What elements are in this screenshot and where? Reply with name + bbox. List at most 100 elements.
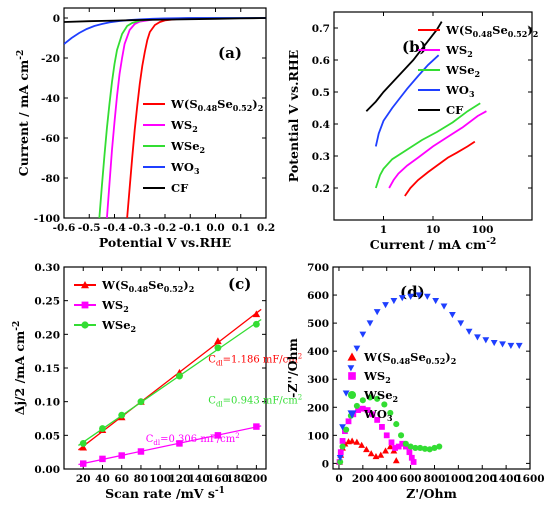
x-tick-label: 1600 bbox=[515, 473, 544, 485]
wse2-line bbox=[78, 318, 262, 446]
wse2-point bbox=[393, 421, 400, 428]
ws2-legend-label: WS2 bbox=[170, 118, 198, 134]
wse2-point bbox=[359, 397, 366, 404]
ws2-legend-marker bbox=[348, 372, 356, 380]
cf-line bbox=[365, 21, 443, 112]
w-s0-48se0-52-2-legend-marker bbox=[347, 352, 357, 361]
panel-b: 1 10 100 0.2 0.3 0.4 0.5 0.6 0.7 Current / mA cm-… bbox=[286, 11, 538, 252]
wse2-point bbox=[436, 443, 443, 450]
y-tick-label: -80 bbox=[41, 173, 60, 185]
w-s0-48se0-52-2-point bbox=[367, 450, 375, 457]
y-tick-label: 0.25 bbox=[34, 296, 60, 308]
wse2-point bbox=[431, 444, 438, 452]
wo3-point bbox=[342, 390, 350, 397]
ws2-point bbox=[388, 439, 395, 446]
wse2-point bbox=[353, 402, 360, 409]
x-tick-label: -0.6 bbox=[53, 222, 76, 234]
x-axis-label: Z'/Ohm bbox=[406, 486, 457, 501]
y-tick-label: 0.15 bbox=[34, 363, 60, 375]
wo3-point bbox=[507, 342, 515, 349]
y-axis-label: Current / mA cm-2 bbox=[16, 50, 31, 176]
cf-legend-label: CF bbox=[446, 103, 464, 117]
y-tick-label: 0.7 bbox=[312, 23, 330, 35]
wse2-point bbox=[118, 411, 126, 419]
wo3-point bbox=[457, 320, 465, 327]
ws2-point bbox=[80, 460, 87, 467]
panel-label: (c) bbox=[228, 275, 251, 293]
wse2-point bbox=[337, 458, 344, 466]
ws2-point bbox=[383, 432, 390, 439]
wo3-point bbox=[440, 303, 448, 310]
wse2-legend-marker bbox=[347, 390, 357, 400]
w-s0-48se0-52-2-legend-label: W(S0.48Se0.52)2 bbox=[101, 278, 194, 294]
w-s0-48se0-52-2-point bbox=[79, 443, 88, 451]
wse2-legend-label: WSe2 bbox=[101, 318, 136, 334]
ws2-point bbox=[410, 459, 417, 465]
wo3-legend-label: WO3 bbox=[445, 83, 475, 99]
x-tick-label: 0.2 bbox=[257, 222, 275, 234]
ws2-point bbox=[408, 454, 415, 461]
wse2-point bbox=[79, 439, 87, 447]
wo3-point bbox=[336, 455, 344, 462]
x-tick-label: 1400 bbox=[492, 473, 521, 485]
wse2-legend-label: WSe2 bbox=[445, 63, 480, 79]
y-tick-label: -40 bbox=[41, 93, 60, 105]
wo3-legend-marker bbox=[347, 410, 357, 419]
wo3-point bbox=[359, 331, 367, 338]
data-area bbox=[365, 21, 487, 197]
wse2-point bbox=[214, 344, 222, 352]
w-s0-48se0-52-2-legend-label: W(S0.48Se0.52)2 bbox=[170, 97, 263, 113]
y-tick-label: -60 bbox=[41, 133, 60, 145]
ws2-point bbox=[374, 417, 381, 423]
ws2-legend-label: WS2 bbox=[101, 298, 129, 314]
y-tick-label: 0.6 bbox=[312, 55, 330, 67]
y-tick-label: 0.3 bbox=[312, 151, 330, 163]
wse2-point bbox=[339, 443, 346, 450]
wo3-point bbox=[474, 334, 481, 341]
y-tick-label: 0.30 bbox=[34, 262, 60, 274]
w-s0-48se0-52-2-legend-marker bbox=[81, 281, 89, 289]
wse2-point bbox=[417, 444, 424, 452]
ws2-line bbox=[78, 425, 262, 466]
ws2-point bbox=[359, 405, 366, 412]
w-s0-48se0-52-2-point bbox=[382, 447, 389, 454]
wse2-point bbox=[137, 398, 145, 406]
x-tick-label: 10 bbox=[426, 224, 441, 236]
x-tick-label: 600 bbox=[400, 473, 422, 485]
wse2-point bbox=[99, 425, 106, 433]
y-tick-label: 500 bbox=[307, 318, 329, 330]
wse2-point bbox=[397, 432, 405, 439]
capacitance-annotation: Cdl=1.186 mF/cm2 bbox=[208, 353, 302, 368]
wse2-point bbox=[407, 443, 414, 450]
ws2-point bbox=[399, 440, 406, 447]
y-tick-label: 100 bbox=[307, 430, 329, 442]
wo3-point bbox=[373, 309, 381, 316]
ws2-point bbox=[337, 449, 344, 456]
x-tick-label: -0.3 bbox=[128, 222, 151, 234]
x-tick-label: 1 bbox=[380, 224, 387, 236]
wse2-point bbox=[366, 394, 374, 401]
x-tick-label: 100 bbox=[149, 473, 171, 485]
y-tick-label: 0.10 bbox=[34, 397, 60, 409]
w-s0-48se0-52-2-line bbox=[78, 308, 262, 451]
x-tick-label: 1000 bbox=[444, 473, 473, 485]
wo3-legend-label: WO3 bbox=[363, 407, 393, 423]
plot-frame bbox=[332, 266, 531, 470]
w-s0-48se0-52-2-point bbox=[392, 457, 400, 464]
wse2-point bbox=[252, 320, 260, 328]
wse2-legend-label: WSe2 bbox=[170, 139, 205, 155]
wse2-point bbox=[412, 444, 419, 452]
y-axis-label: Potential V vs.RHE bbox=[286, 50, 301, 182]
x-axis-label: Potential V vs.RHE bbox=[99, 235, 231, 250]
y-tick-label: -20 bbox=[41, 53, 60, 65]
ws2-point bbox=[339, 438, 346, 444]
wse2-point bbox=[421, 445, 428, 452]
ws2-point bbox=[355, 407, 361, 413]
y-tick-label: 0.2 bbox=[312, 183, 330, 195]
y-tick-label: 0.20 bbox=[34, 329, 60, 341]
x-tick-label: 1200 bbox=[468, 473, 497, 485]
w-s0-48se0-52-2-line bbox=[404, 140, 476, 197]
wo3-point bbox=[432, 297, 440, 305]
